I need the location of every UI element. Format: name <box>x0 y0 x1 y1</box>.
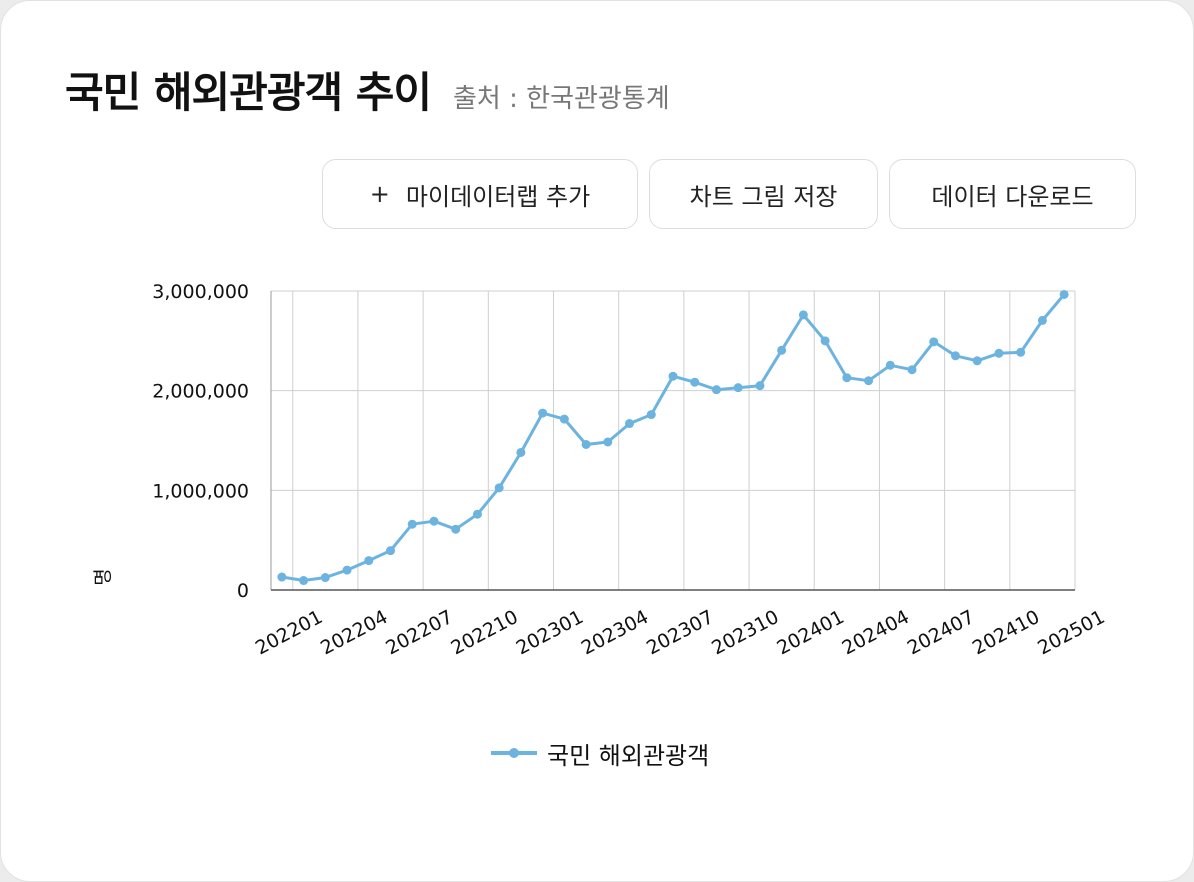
data-point <box>798 310 808 320</box>
x-tick-label: 202301 <box>513 606 587 659</box>
data-point <box>1059 289 1069 299</box>
data-point <box>581 439 591 449</box>
save-chart-image-button[interactable]: 차트 그림 저장 <box>649 159 878 229</box>
data-point <box>277 572 287 582</box>
chart-grid <box>271 290 1076 590</box>
chart-legend[interactable]: 국민 해외관광객 <box>491 733 709 773</box>
data-point <box>603 437 613 447</box>
data-point <box>407 519 417 529</box>
x-tick-label: 202207 <box>382 606 456 659</box>
data-point <box>1016 347 1026 357</box>
data-point <box>690 377 700 387</box>
y-tick-label: 0 <box>237 580 249 602</box>
data-point <box>820 336 830 346</box>
source-label: 출처 : 한국관광통계 <box>453 84 670 114</box>
save-chart-image-label: 차트 그림 저장 <box>689 182 838 211</box>
data-point <box>885 360 895 370</box>
x-tick-label: 202410 <box>969 606 1043 659</box>
download-data-button[interactable]: 데이터 다운로드 <box>889 159 1136 229</box>
title-row: 국민 해외관광객 추이 출처 : 한국관광통계 <box>65 59 670 120</box>
x-tick-label: 202210 <box>447 606 521 659</box>
x-tick-label: 202401 <box>773 606 847 659</box>
data-point <box>559 414 569 424</box>
x-tick-label: 202307 <box>643 606 717 659</box>
x-tick-label: 202304 <box>578 606 652 659</box>
data-point <box>625 419 635 429</box>
data-point <box>494 483 504 493</box>
data-point <box>950 351 960 361</box>
data-point <box>320 573 330 583</box>
page-title: 국민 해외관광객 추이 <box>65 68 432 117</box>
data-point <box>668 371 678 381</box>
chart-axes <box>270 291 1075 591</box>
legend-swatch <box>491 733 537 773</box>
x-tick-label: 202204 <box>317 606 391 659</box>
data-point <box>864 376 874 386</box>
y-tick-label: 2,000,000 <box>152 381 249 403</box>
data-point <box>516 447 526 457</box>
x-tick-label: 202201 <box>252 606 326 659</box>
data-point <box>364 556 374 566</box>
y-axis-label: 명 <box>92 568 114 585</box>
add-to-mydatalab-button[interactable]: + 마이데이터랩 추가 <box>322 159 638 229</box>
data-point <box>646 410 656 420</box>
data-point <box>451 524 461 534</box>
data-point <box>711 385 721 395</box>
data-point <box>972 356 982 366</box>
x-tick-label: 202501 <box>1034 606 1108 659</box>
download-data-label: 데이터 다운로드 <box>931 182 1094 211</box>
data-point <box>1037 315 1047 325</box>
x-tick-label: 202310 <box>708 606 782 659</box>
y-axis-ticks: 0 1,000,000 2,000,000 3,000,000 <box>152 281 249 602</box>
series-line <box>281 293 1066 582</box>
data-point <box>842 373 852 383</box>
y-tick-label: 3,000,000 <box>152 281 249 303</box>
legend-label: 국민 해외관광객 <box>547 741 710 770</box>
data-point <box>907 365 917 375</box>
data-point <box>777 345 787 355</box>
x-tick-label: 202407 <box>904 606 978 659</box>
data-point <box>755 381 765 391</box>
y-tick-label: 1,000,000 <box>152 480 249 502</box>
data-point <box>733 383 743 393</box>
data-point <box>538 408 548 418</box>
x-tick-label: 202404 <box>839 606 913 659</box>
data-point <box>342 565 352 575</box>
data-point <box>299 576 309 586</box>
data-point <box>472 509 482 519</box>
data-point <box>386 546 396 556</box>
add-to-mydatalab-label: 마이데이터랩 추가 <box>405 182 591 211</box>
x-axis-ticks: 2022012022042022072022102023012023042023… <box>252 606 1109 659</box>
data-point <box>429 516 439 526</box>
data-point <box>994 348 1004 358</box>
series-group <box>277 289 1069 586</box>
plus-icon: + <box>369 180 390 208</box>
data-point <box>929 337 939 347</box>
